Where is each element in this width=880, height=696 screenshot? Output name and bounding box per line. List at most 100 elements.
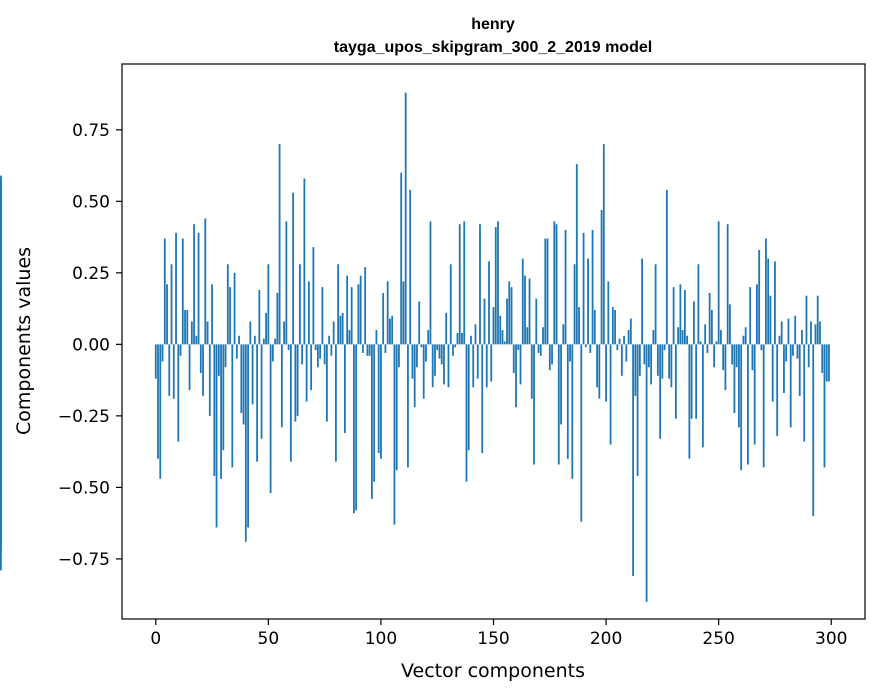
bar-261 xyxy=(742,335,745,345)
bar-187 xyxy=(575,164,578,345)
x-tick-label: 200 xyxy=(590,629,622,649)
bar-102 xyxy=(384,344,387,353)
bar-undefined xyxy=(0,344,2,399)
bar-81 xyxy=(337,264,340,345)
bar-18 xyxy=(195,335,198,345)
bar-101 xyxy=(382,292,385,345)
bar-115 xyxy=(413,344,416,408)
bar-262 xyxy=(744,327,747,345)
bar-272 xyxy=(767,258,770,345)
bar-152 xyxy=(497,221,499,345)
bar-94 xyxy=(366,344,369,356)
bar-277 xyxy=(778,335,781,345)
bar-231 xyxy=(674,344,677,419)
bar-135 xyxy=(458,224,461,345)
bar-66 xyxy=(303,178,306,345)
bar-256 xyxy=(731,344,734,365)
bar-126 xyxy=(438,344,441,359)
bar-227 xyxy=(665,189,668,345)
bar-278 xyxy=(780,321,783,345)
bar-154 xyxy=(501,330,504,345)
bar-178 xyxy=(555,224,558,345)
bar-undefined xyxy=(0,344,2,368)
bar-243 xyxy=(701,344,704,448)
bar-9 xyxy=(175,232,177,345)
y-tick-label: −0.25 xyxy=(58,407,110,427)
bar-11 xyxy=(179,344,182,356)
bar-296 xyxy=(821,344,824,373)
bar-205 xyxy=(616,344,619,351)
bar-210 xyxy=(627,330,630,345)
x-tick-label: 250 xyxy=(702,629,734,649)
bar-56 xyxy=(280,344,283,428)
bar-123 xyxy=(431,344,434,388)
bar-50 xyxy=(267,264,270,345)
bar-186 xyxy=(573,264,576,345)
bar-176 xyxy=(551,344,553,365)
y-tick-label: 0.75 xyxy=(72,121,110,141)
bar-111 xyxy=(404,92,407,345)
x-tick-label: 0 xyxy=(150,629,161,649)
bar-245 xyxy=(706,344,709,353)
bar-163 xyxy=(521,258,524,345)
bar-107 xyxy=(395,344,398,471)
bar-238 xyxy=(690,344,693,419)
bar-207 xyxy=(620,344,623,376)
bar-10 xyxy=(177,344,180,442)
bar-139 xyxy=(467,344,470,451)
bar-263 xyxy=(747,344,749,465)
bar-49 xyxy=(265,312,267,345)
bar-89 xyxy=(355,344,358,511)
bar-192 xyxy=(587,258,589,345)
bar-298 xyxy=(825,344,828,382)
bar-72 xyxy=(316,344,319,368)
bar-285 xyxy=(796,344,799,359)
bar-233 xyxy=(679,284,682,345)
bar-197 xyxy=(598,344,601,399)
bar-283 xyxy=(792,344,794,356)
bar-214 xyxy=(636,344,639,476)
bar-47 xyxy=(260,344,263,439)
bar-48 xyxy=(262,338,265,345)
bar-269 xyxy=(760,344,763,351)
bar-12 xyxy=(181,238,184,345)
bar-5 xyxy=(166,284,168,345)
bar-21 xyxy=(202,344,204,396)
bar-201 xyxy=(607,281,610,345)
bar-292 xyxy=(812,344,815,517)
bar-122 xyxy=(429,221,432,345)
bar-248 xyxy=(713,344,716,368)
bar-52 xyxy=(271,344,274,362)
bar-13 xyxy=(184,310,186,345)
bar-235 xyxy=(683,290,686,345)
bar-145 xyxy=(481,344,484,454)
bar-88 xyxy=(353,344,355,514)
bar-191 xyxy=(584,344,587,348)
bar-242 xyxy=(699,341,702,345)
bar-31 xyxy=(224,344,227,368)
bar-39 xyxy=(242,344,245,425)
bar-279 xyxy=(783,344,785,393)
bar-180 xyxy=(560,344,562,425)
bar-110 xyxy=(402,281,405,345)
bar-215 xyxy=(638,344,641,376)
bar-258 xyxy=(735,344,738,368)
bar-151 xyxy=(494,227,497,345)
bar-124 xyxy=(434,344,436,376)
bar-106 xyxy=(393,344,396,525)
bar-118 xyxy=(420,344,423,348)
bar-109 xyxy=(400,172,403,345)
y-tick-label: 0.25 xyxy=(72,264,110,284)
bar-65 xyxy=(301,344,304,365)
bar-137 xyxy=(463,221,466,345)
bar-55 xyxy=(278,144,281,345)
bar-45 xyxy=(256,344,258,462)
bar-297 xyxy=(823,344,826,468)
bar-204 xyxy=(614,310,616,345)
bar-108 xyxy=(398,344,400,368)
bar-79 xyxy=(332,321,335,345)
bar-228 xyxy=(668,344,671,379)
bar-244 xyxy=(704,324,707,345)
bar-226 xyxy=(663,344,666,351)
bar-255 xyxy=(729,304,731,345)
